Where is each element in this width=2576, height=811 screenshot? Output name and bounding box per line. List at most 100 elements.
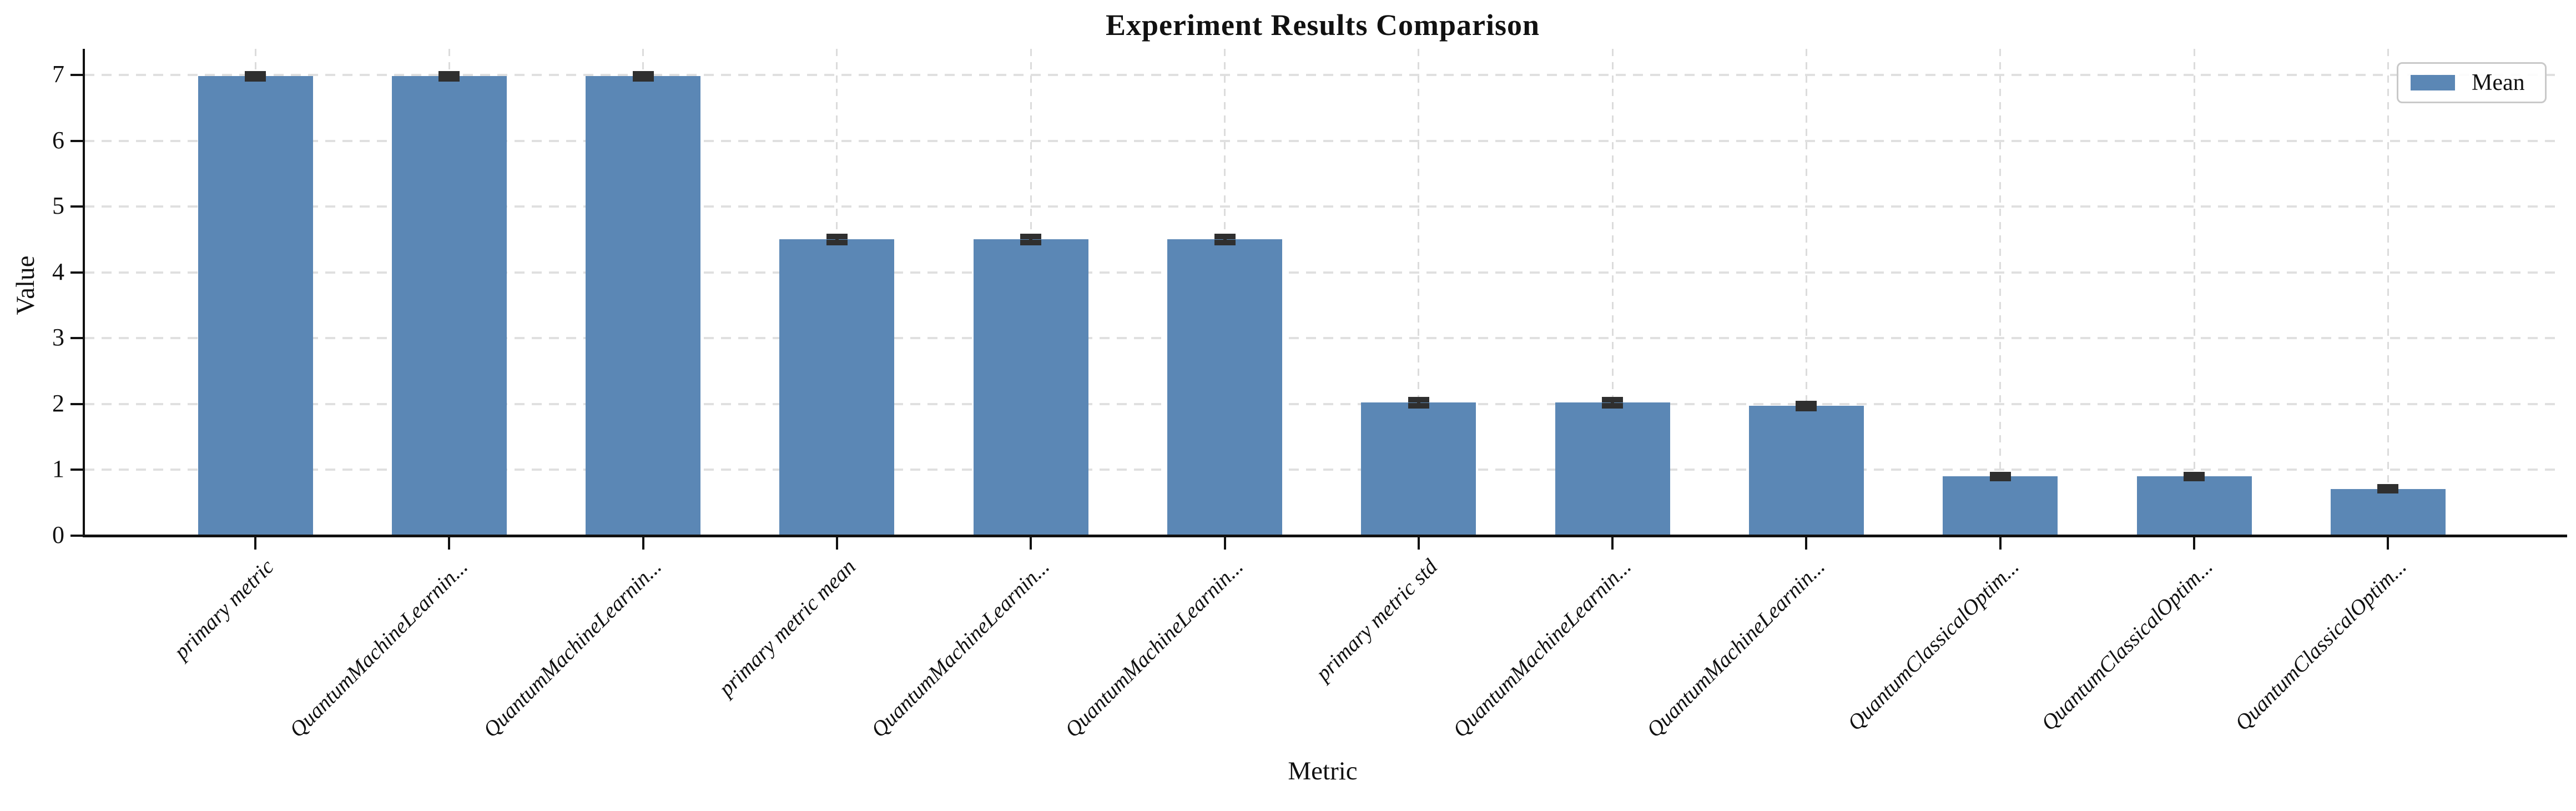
error-bar-cap xyxy=(1602,403,1624,409)
bar xyxy=(1943,476,2058,536)
x-tick-label: primary metric xyxy=(169,555,279,664)
x-tick-mark xyxy=(1030,537,1032,550)
error-bar-cap xyxy=(1989,475,2011,481)
x-axis-label: Metric xyxy=(1288,757,1358,785)
error-bar-stem xyxy=(1029,236,1033,243)
x-tick-label: primary metric mean xyxy=(714,555,860,701)
x-tick-label: QuantumClassicalOptim... xyxy=(1843,555,2024,736)
error-bar-stem xyxy=(1611,399,1615,406)
x-tick-mark xyxy=(2193,537,2195,550)
y-tick-mark xyxy=(70,139,83,142)
x-tick-mark xyxy=(642,537,644,550)
x-tick-label: QuantumMachineLearnin... xyxy=(1642,555,1830,742)
y-tick-mark xyxy=(70,74,83,76)
x-gridline xyxy=(1418,49,1420,535)
y-gridline xyxy=(84,74,2561,76)
x-tick-mark xyxy=(1223,537,1226,550)
bar xyxy=(2330,488,2446,536)
y-axis-spine xyxy=(83,49,85,537)
x-tick-mark xyxy=(1805,537,1808,550)
y-tick-label: 2 xyxy=(52,389,64,417)
x-gridline xyxy=(1999,49,2002,535)
bar xyxy=(973,239,1088,536)
x-tick-mark xyxy=(254,537,256,550)
y-tick-mark xyxy=(70,469,83,471)
error-bar-cap xyxy=(632,70,654,77)
error-bar-cap xyxy=(826,233,848,239)
bar xyxy=(1361,402,1476,536)
x-tick-label: QuantumMachineLearnin... xyxy=(1060,555,1248,742)
x-tick-mark xyxy=(448,537,451,550)
x-axis-spine xyxy=(83,535,2567,537)
y-gridline xyxy=(84,337,2561,340)
y-tick-label: 5 xyxy=(52,192,64,220)
y-tick-mark xyxy=(70,205,83,208)
x-tick-label: QuantumMachineLearnin... xyxy=(285,555,473,742)
y-gridline xyxy=(84,205,2561,208)
y-tick-label: 1 xyxy=(52,455,64,483)
x-tick-label: QuantumClassicalOptim... xyxy=(2036,555,2217,736)
error-bar-cap xyxy=(826,240,848,246)
error-bar-cap xyxy=(2377,484,2399,490)
legend-swatch-mean xyxy=(2411,75,2455,90)
error-bar-stem xyxy=(1416,399,1420,406)
y-tick-label: 7 xyxy=(52,61,64,88)
bar xyxy=(779,239,895,536)
error-bar-cap xyxy=(1020,233,1042,239)
x-gridline xyxy=(2387,49,2389,535)
bar xyxy=(586,76,701,536)
x-tick-label: primary metric std xyxy=(1310,555,1442,686)
y-tick-label: 6 xyxy=(52,126,64,154)
error-bar-cap xyxy=(1796,400,1817,406)
error-bar-cap xyxy=(438,70,460,77)
error-bar-cap xyxy=(632,76,654,82)
bar xyxy=(2136,476,2252,536)
error-bar-stem xyxy=(835,236,839,243)
x-tick-mark xyxy=(1999,537,2002,550)
error-bar-cap xyxy=(2184,471,2205,477)
y-tick-mark xyxy=(70,271,83,274)
x-tick-mark xyxy=(1417,537,1420,550)
x-tick-label: QuantumMachineLearnin... xyxy=(478,555,667,742)
error-bar-cap xyxy=(1796,406,1817,412)
x-gridline xyxy=(1805,49,1807,535)
bar xyxy=(391,76,507,536)
y-gridline xyxy=(84,271,2561,274)
y-tick-mark xyxy=(70,337,83,340)
x-tick-label: QuantumMachineLearnin... xyxy=(1448,555,1636,742)
bar xyxy=(1748,406,1864,536)
legend-label: Mean xyxy=(2472,70,2525,95)
y-gridline xyxy=(84,139,2561,142)
error-bar-cap xyxy=(245,70,266,77)
chart-title: Experiment Results Comparison xyxy=(1106,8,1540,42)
bar xyxy=(198,76,313,536)
y-tick-label: 4 xyxy=(52,258,64,285)
y-tick-mark xyxy=(70,535,83,537)
y-tick-mark xyxy=(70,402,83,405)
x-tick-mark xyxy=(835,537,838,550)
x-tick-label: QuantumClassicalOptim... xyxy=(2230,555,2412,736)
error-bar-cap xyxy=(1408,403,1429,409)
error-bar-cap xyxy=(1989,471,2011,477)
x-gridline xyxy=(2193,49,2195,535)
x-tick-mark xyxy=(1611,537,1614,550)
error-bar-cap xyxy=(245,76,266,82)
bar xyxy=(1167,239,1282,536)
y-tick-label: 0 xyxy=(52,521,64,548)
error-bar-cap xyxy=(2184,475,2205,481)
error-bar-cap xyxy=(438,76,460,82)
bar xyxy=(1555,402,1670,536)
error-bar-cap xyxy=(1602,396,1624,402)
x-tick-label: QuantumMachineLearnin... xyxy=(866,555,1054,742)
x-gridline xyxy=(1611,49,1614,535)
error-bar-cap xyxy=(1214,240,1236,246)
error-bar-cap xyxy=(2377,488,2399,494)
error-bar-stem xyxy=(1223,236,1227,243)
y-gridline xyxy=(84,469,2561,471)
legend: Mean xyxy=(2397,62,2547,103)
error-bar-cap xyxy=(1214,233,1236,239)
error-bar-cap xyxy=(1408,396,1429,402)
y-gridline xyxy=(84,402,2561,405)
error-bar-cap xyxy=(1020,240,1042,246)
